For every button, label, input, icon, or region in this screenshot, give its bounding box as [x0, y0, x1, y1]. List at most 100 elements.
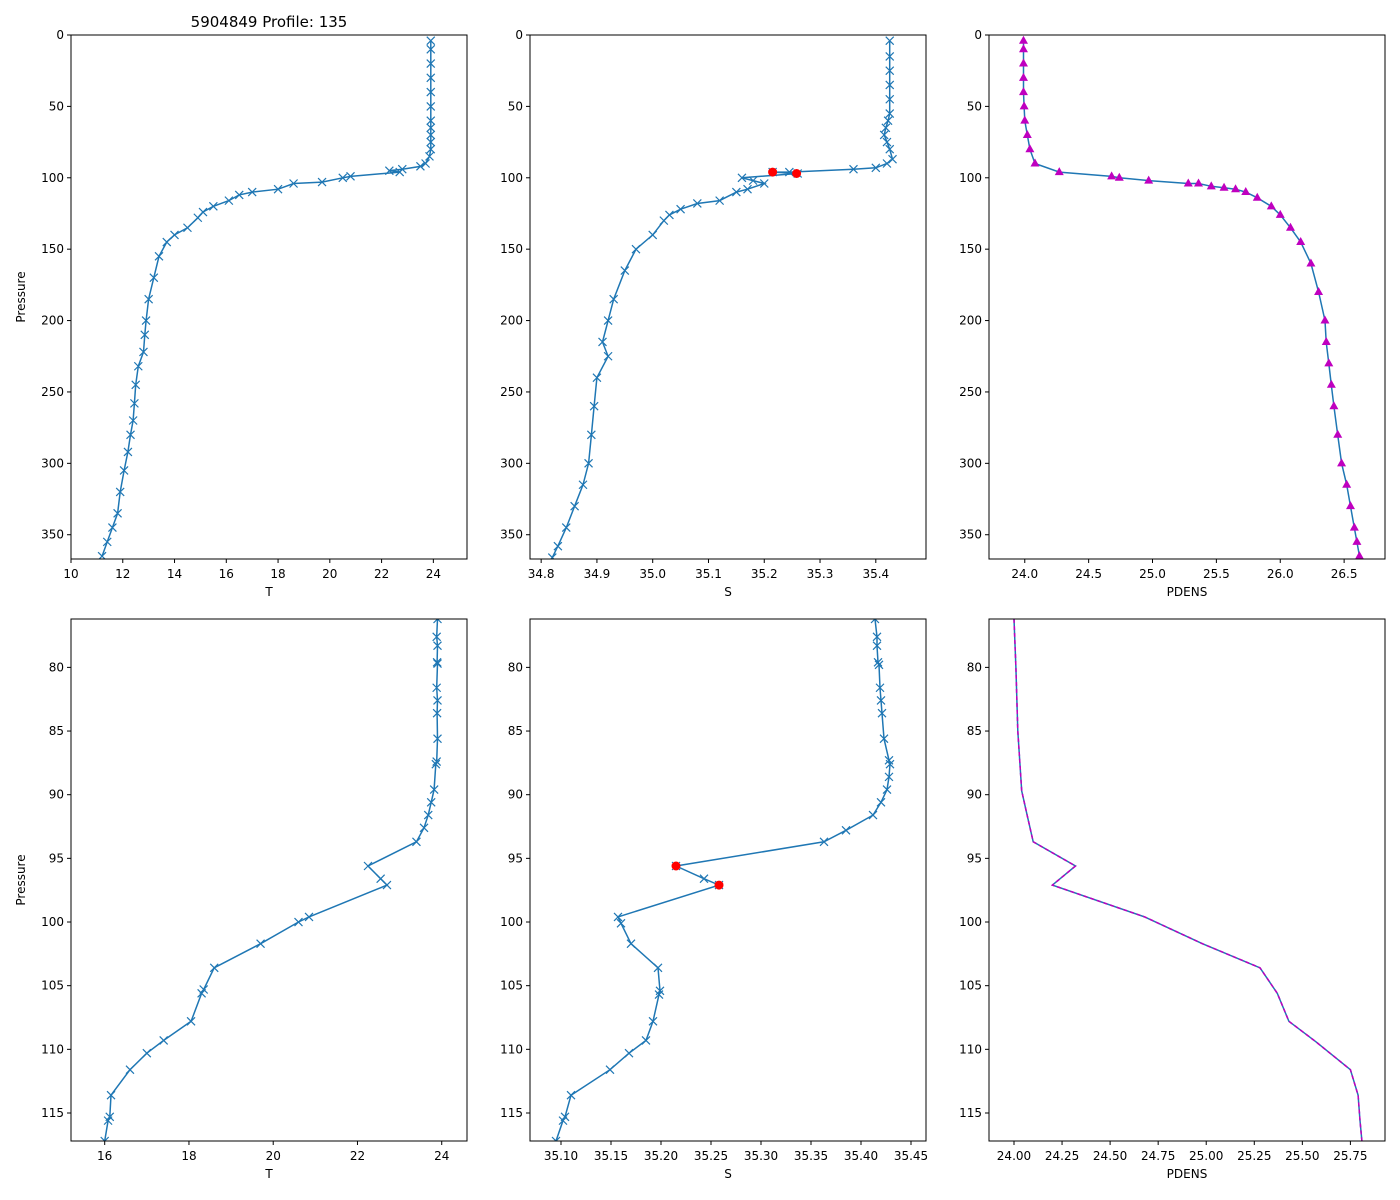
bottom-salinity-point [870, 619, 880, 624]
top-salinity-point [882, 159, 892, 168]
top-temperature-plot-area [97, 36, 436, 559]
top-temperature-xtick-label: 16 [219, 567, 234, 581]
bottom-salinity-point [648, 1016, 658, 1026]
top-temperature-ytick-label: 250 [41, 385, 64, 399]
top-salinity-point [620, 266, 630, 276]
bottom-density-ytick-label: 85 [967, 724, 982, 738]
top-salinity-point [676, 204, 686, 214]
top-density-xtick-label: 26.5 [1331, 567, 1358, 581]
top-density-point [1352, 536, 1362, 545]
bottom-salinity-point [884, 772, 894, 782]
bottom-salinity-point [616, 918, 626, 928]
top-density-point [1020, 115, 1030, 124]
top-density-point [1349, 522, 1359, 531]
top-temperature-point [346, 171, 355, 181]
bottom-temperature-point [197, 988, 207, 998]
top-density-point [1018, 72, 1028, 81]
top-temperature-point [384, 166, 394, 176]
bottom-density-ytick-label: 110 [959, 1042, 982, 1056]
bottom-temperature-point [159, 1035, 169, 1045]
top-temperature-ytick-label: 100 [41, 171, 64, 185]
top-density-ytick-label: 300 [959, 456, 982, 470]
top-density-point [1285, 222, 1295, 231]
top-temperature-point [115, 487, 125, 497]
top-salinity-point [885, 109, 895, 118]
top-temperature-ytick-label: 150 [41, 242, 64, 256]
top-temperature-xtick-label: 10 [63, 567, 78, 581]
top-temperature-point [273, 184, 283, 194]
top-temperature-point [113, 508, 123, 518]
top-temperature-series-line [101, 40, 432, 557]
top-temperature-xtick-label: 12 [115, 567, 130, 581]
top-temperature-axes-frame [70, 34, 468, 560]
bottom-salinity-point [868, 810, 878, 820]
bottom-temperature-xtick-label: 18 [181, 1149, 196, 1163]
top-salinity-xtick-label: 35.0 [639, 567, 666, 581]
bottom-density-xtick-label: 24.75 [1141, 1149, 1175, 1163]
top-density-point [1019, 101, 1029, 110]
top-density-ytick-label: 350 [959, 528, 982, 542]
top-temperature-chart: 10 12 14 16 18 20 22 24 0 50 100 150 200 250 300 350 T Pr… [14, 28, 468, 599]
top-temperature-point [425, 151, 434, 161]
top-temperature-point [234, 190, 244, 200]
top-temperature-point [208, 201, 218, 211]
top-salinity-point [603, 316, 613, 325]
top-salinity-ytick-label: 350 [500, 528, 523, 542]
bottom-salinity-ytick-label: 110 [500, 1042, 523, 1056]
top-temperature-point [426, 144, 436, 154]
top-density-point [1241, 187, 1251, 196]
top-density-point [1355, 551, 1364, 559]
bottom-salinity-xtick-label: 35.30 [744, 1149, 778, 1163]
bottom-density-ytick-label: 115 [959, 1106, 982, 1120]
bottom-temperature-ytick-label: 80 [49, 660, 64, 674]
bottom-temperature-point [432, 632, 442, 642]
top-salinity-point [648, 230, 658, 240]
bottom-temperature-point [382, 880, 392, 890]
top-density-point [1018, 87, 1028, 96]
top-temperature-point [426, 116, 436, 126]
bottom-temperature-point [433, 619, 442, 624]
top-salinity-point [885, 80, 895, 90]
bottom-salinity-point [879, 734, 889, 744]
bottom-temperature-ylabel: Pressure [14, 854, 28, 905]
bottom-salinity-ytick-label: 95 [508, 851, 523, 865]
top-salinity-point [547, 553, 557, 559]
bottom-temperature-point [125, 1065, 135, 1075]
bottom-salinity-xtick-label: 35.35 [794, 1149, 828, 1163]
top-density-ytick-label: 0 [974, 28, 982, 42]
top-temperature-point [247, 187, 257, 197]
bottom-salinity-flag-point [671, 861, 681, 871]
top-density-point [1333, 429, 1343, 438]
bottom-salinity-xtick-label: 35.45 [894, 1149, 928, 1163]
top-density-point [1324, 358, 1334, 367]
top-density-plot-area [1018, 35, 1364, 559]
top-temperature-ytick-label: 50 [49, 99, 64, 113]
top-temperature-point [289, 179, 299, 188]
top-density-xtick-label: 25.5 [1203, 567, 1230, 581]
bottom-temperature-xtick-label: 24 [434, 1149, 449, 1163]
top-salinity-xtick-label: 34.9 [584, 567, 611, 581]
bottom-temperature-point [256, 939, 265, 949]
bottom-temperature-plot-area [100, 619, 442, 1141]
top-salinity-point [692, 199, 702, 208]
top-temperature-point [426, 73, 436, 83]
bottom-salinity-point [558, 1116, 568, 1126]
top-salinity-point [784, 167, 794, 177]
top-salinity-point [881, 123, 891, 133]
bottom-salinity-point [654, 990, 664, 1000]
bottom-temperature-ytick-label: 105 [41, 979, 64, 993]
top-temperature-point [119, 466, 129, 475]
top-density-point [1306, 258, 1316, 267]
bottom-salinity-point [613, 912, 623, 922]
bottom-density-xtick-label: 25.25 [1237, 1149, 1271, 1163]
top-salinity-point [578, 480, 588, 490]
bottom-salinity-axes-frame [529, 618, 927, 1142]
top-salinity-xtick-label: 34.8 [528, 567, 555, 581]
bottom-salinity-xtick-label: 35.25 [694, 1149, 728, 1163]
bottom-salinity-point [877, 708, 887, 718]
top-salinity-point [879, 130, 889, 140]
top-density-point [1193, 178, 1203, 187]
top-density-point [1206, 181, 1216, 190]
top-density-point [1183, 178, 1193, 187]
bottom-temperature-point [433, 696, 442, 705]
